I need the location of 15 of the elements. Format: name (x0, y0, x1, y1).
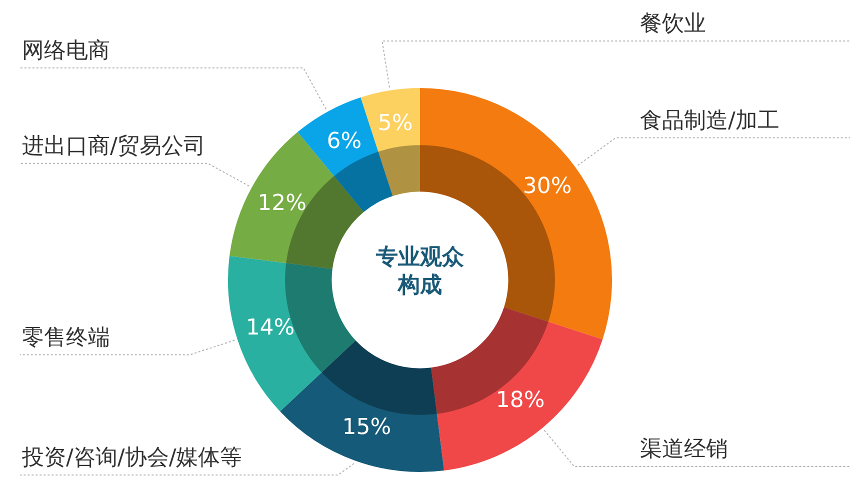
data-label: 18% (496, 388, 545, 414)
data-label: 14% (246, 315, 295, 340)
text: 专业观众构成 (375, 244, 465, 300)
slice-label: 食品制造/加工 (640, 108, 780, 134)
data-label: 5% (378, 111, 413, 136)
slice-label: 进出口商/贸易公司 (22, 134, 206, 160)
slice-label: 餐饮业 (640, 12, 706, 37)
data-label: 12% (258, 190, 306, 216)
data-label: 30% (522, 174, 572, 200)
slice-label: 网络电商 (22, 38, 110, 64)
slice-label: 渠道经销 (640, 437, 728, 462)
data-label: 15% (342, 414, 392, 440)
data-label: 6% (326, 128, 362, 154)
slice-label: 投资/咨询/协会/媒体等 (21, 446, 242, 471)
slice-label: 零售终端 (22, 326, 110, 350)
